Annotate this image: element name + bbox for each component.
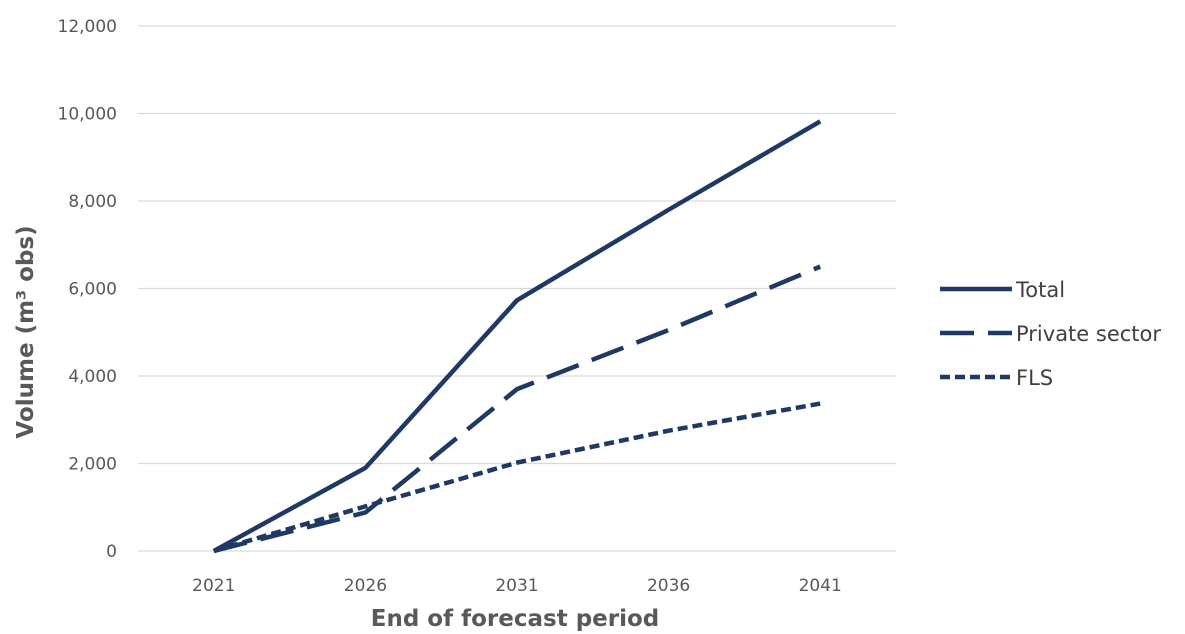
y-tick-label: 2,000	[68, 455, 117, 475]
legend: Total Private sector FLS	[940, 278, 1161, 390]
legend-label: Total	[1015, 278, 1065, 302]
y-tick-label: 6,000	[68, 280, 117, 300]
gridlines	[138, 25, 896, 552]
series-lines	[212, 119, 822, 554]
series-line-total	[212, 119, 822, 553]
y-axis-title: Volume (m³ obs)	[13, 225, 39, 438]
x-tick-label: 2026	[344, 576, 387, 596]
x-tick-label: 2036	[647, 576, 690, 596]
x-axis-ticks: 2021 2026 2031 2036 2041	[192, 576, 842, 596]
y-tick-label: 12,000	[58, 17, 117, 37]
series-line-fls	[213, 401, 821, 554]
legend-item-fls: FLS	[940, 366, 1053, 390]
series-line-private-sector	[213, 264, 822, 554]
legend-label: FLS	[1016, 366, 1053, 390]
legend-label: Private sector	[1016, 322, 1161, 346]
y-tick-label: 4,000	[68, 367, 117, 387]
y-tick-label: 10,000	[58, 105, 117, 125]
x-tick-label: 2021	[192, 576, 235, 596]
y-tick-label: 8,000	[68, 192, 117, 212]
y-axis-ticks: 0 2,000 4,000 6,000 8,000 10,000 12,000	[58, 17, 117, 562]
y-tick-label: 0	[106, 542, 117, 562]
legend-item-total: Total	[940, 278, 1065, 302]
x-tick-label: 2031	[495, 576, 538, 596]
x-tick-label: 2041	[799, 576, 842, 596]
legend-item-private-sector: Private sector	[940, 322, 1161, 346]
x-axis-title: End of forecast period	[371, 606, 660, 632]
